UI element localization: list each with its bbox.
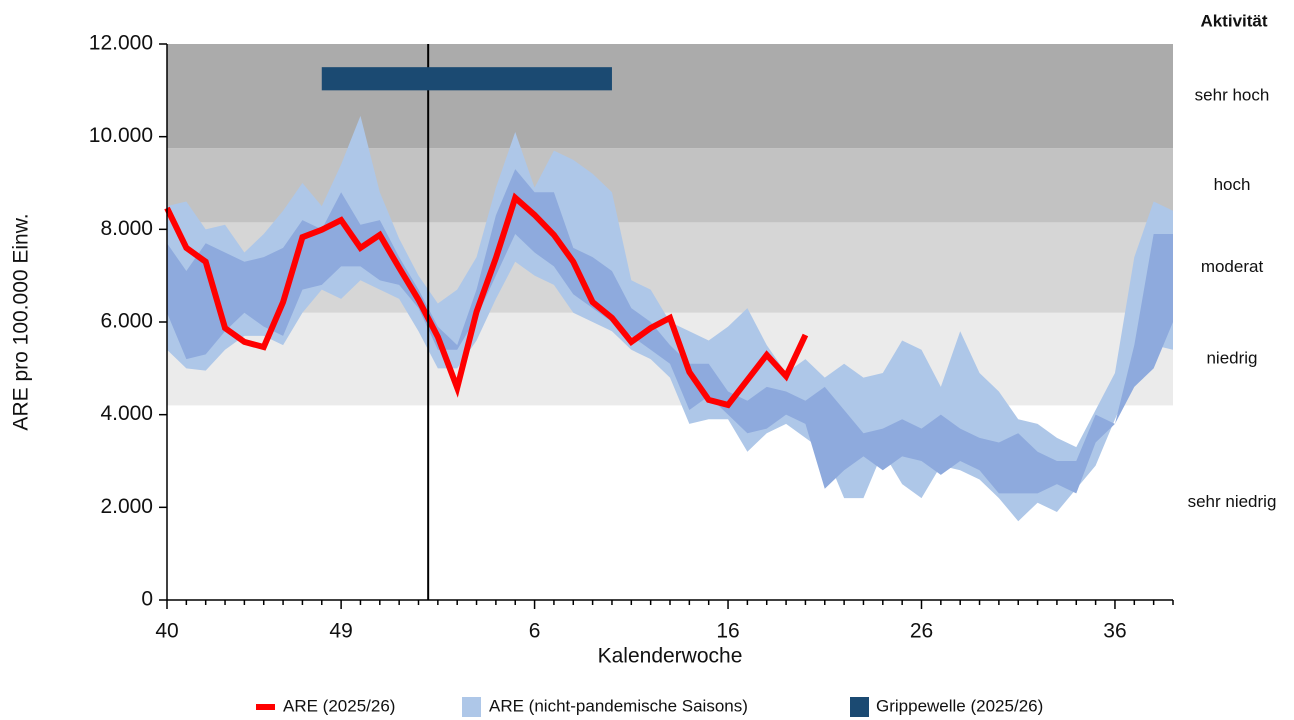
activity-band: [167, 44, 1173, 149]
legend-swatch: [462, 697, 481, 717]
y-tick-label: 4.000: [100, 402, 153, 425]
activity-label: moderat: [1201, 257, 1264, 276]
activity-title: Aktivität: [1200, 11, 1267, 30]
y-tick-label: 12.000: [89, 32, 153, 55]
range-band: [167, 115, 1173, 522]
y-tick-label: 0: [141, 588, 153, 611]
x-tick-label: 36: [1103, 620, 1126, 643]
activity-label: niedrig: [1206, 349, 1257, 368]
data-line: [164, 192, 809, 409]
legend-label: Grippewelle (2025/26): [876, 696, 1043, 715]
range-band: [167, 169, 1173, 494]
legend-swatch: [850, 697, 869, 717]
x-tick-label: 40: [155, 620, 178, 643]
legend-label: ARE (2025/26): [283, 696, 395, 715]
y-tick-label: 6.000: [100, 310, 153, 333]
x-tick-label: 49: [329, 620, 352, 643]
y-tick-label: 2.000: [100, 495, 153, 518]
y-tick-label: 10.000: [89, 124, 153, 147]
activity-label: sehr hoch: [1195, 86, 1270, 105]
legend-label: ARE (nicht-pandemische Saisons): [489, 696, 748, 715]
x-tick-label: 6: [529, 620, 541, 643]
x-tick-label: 16: [716, 620, 739, 643]
x-tick-label: 26: [910, 620, 933, 643]
y-axis-title: ARE pro 100.000 Einw.: [10, 213, 33, 430]
activity-label: sehr niedrig: [1188, 492, 1277, 511]
flu-wave-bar: [321, 67, 612, 91]
activity-label: hoch: [1214, 175, 1251, 194]
x-axis-title: Kalenderwoche: [598, 645, 743, 668]
y-tick-label: 8.000: [100, 217, 153, 240]
